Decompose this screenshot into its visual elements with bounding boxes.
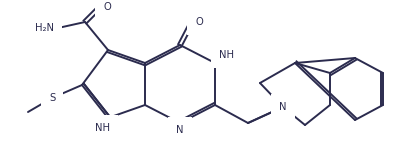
Text: O: O [195,17,203,27]
Text: S: S [49,93,55,103]
Text: O: O [103,2,111,12]
Text: N: N [279,102,287,112]
Text: H₂N: H₂N [35,23,54,33]
Text: NH: NH [219,50,234,60]
Text: N: N [176,125,184,135]
Text: NH: NH [95,123,110,133]
